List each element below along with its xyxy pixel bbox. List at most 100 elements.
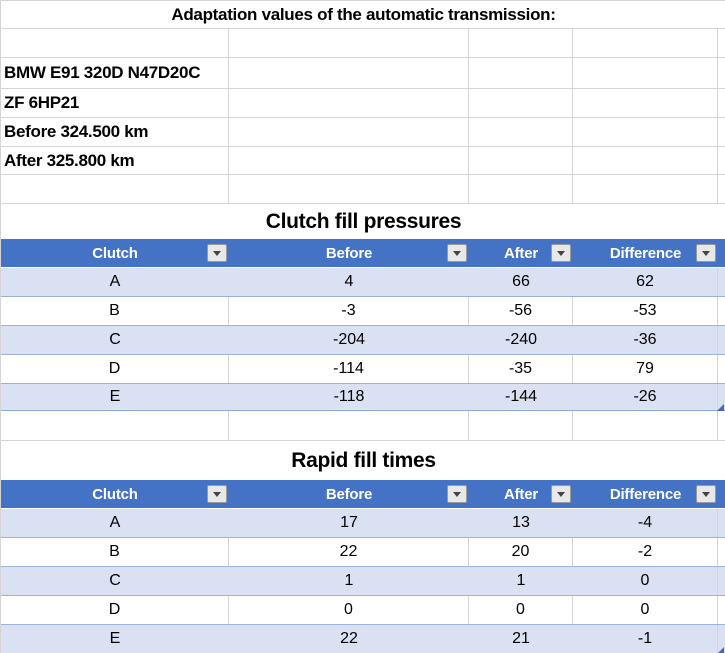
- table-cell[interactable]: 0: [573, 596, 718, 624]
- column-header-before[interactable]: Before: [229, 480, 469, 508]
- empty-cell[interactable]: [469, 58, 573, 88]
- empty-cell: [718, 29, 725, 57]
- empty-cell[interactable]: [229, 147, 469, 174]
- table-title-clutch-fill-pressures[interactable]: Clutch fill pressures: [265, 209, 462, 233]
- empty-cell[interactable]: [573, 411, 718, 440]
- info-cell-before-km[interactable]: Before 324.500 km: [1, 118, 229, 146]
- table-cell[interactable]: A: [109, 273, 121, 290]
- table-cell[interactable]: E: [109, 630, 121, 647]
- filter-button[interactable]: [696, 244, 716, 262]
- table-cell[interactable]: 20: [469, 538, 573, 566]
- table-cell[interactable]: -204: [332, 331, 366, 348]
- table-cell[interactable]: 13: [512, 514, 530, 531]
- table-cell[interactable]: 62: [573, 268, 718, 296]
- cutoff-column-cell: [718, 596, 725, 624]
- filter-dropdown-icon: [213, 492, 221, 497]
- table-cell[interactable]: -240: [504, 331, 538, 348]
- empty-cell[interactable]: [229, 118, 469, 146]
- table-cell[interactable]: 0: [229, 596, 469, 624]
- empty-cell[interactable]: [229, 175, 469, 203]
- table-cell[interactable]: C: [109, 331, 121, 348]
- column-header-difference[interactable]: Difference: [573, 239, 718, 267]
- table-cell[interactable]: 22: [229, 538, 469, 566]
- table-cell[interactable]: -56: [469, 297, 573, 325]
- empty-cell[interactable]: [1, 29, 229, 57]
- empty-cell: [718, 58, 725, 88]
- empty-cell[interactable]: [229, 411, 469, 440]
- filter-button[interactable]: [551, 244, 571, 262]
- table-cell[interactable]: B: [1, 538, 229, 566]
- empty-cell[interactable]: [573, 89, 718, 117]
- table-cell[interactable]: 0: [573, 567, 718, 595]
- empty-cell[interactable]: [469, 175, 573, 203]
- table-cell[interactable]: -144: [504, 388, 538, 405]
- table-cell[interactable]: -35: [469, 355, 573, 383]
- empty-cell[interactable]: [573, 29, 718, 57]
- empty-cell[interactable]: [469, 89, 573, 117]
- empty-cell[interactable]: [469, 147, 573, 174]
- empty-cell[interactable]: [229, 29, 469, 57]
- filter-button[interactable]: [447, 244, 467, 262]
- table-cell[interactable]: -4: [573, 509, 718, 537]
- filter-dropdown-icon: [557, 251, 565, 256]
- empty-cell[interactable]: [229, 89, 469, 117]
- info-cell-transmission[interactable]: ZF 6HP21: [1, 89, 229, 117]
- table-cell[interactable]: 22: [340, 630, 358, 647]
- table-cell[interactable]: 66: [512, 273, 530, 290]
- empty-cell[interactable]: [573, 175, 718, 203]
- table-cell[interactable]: B: [1, 297, 229, 325]
- column-header-clutch[interactable]: Clutch: [1, 480, 229, 508]
- empty-cell[interactable]: [573, 147, 718, 174]
- table-resize-handle[interactable]: [717, 647, 724, 653]
- table-cell[interactable]: C: [109, 572, 121, 589]
- table-cell[interactable]: -36: [573, 326, 718, 354]
- filter-button[interactable]: [447, 485, 467, 503]
- filter-button[interactable]: [207, 244, 227, 262]
- empty-cell[interactable]: [573, 118, 718, 146]
- table-cell[interactable]: D: [1, 596, 229, 624]
- column-header-difference[interactable]: Difference: [573, 480, 718, 508]
- filter-button[interactable]: [551, 485, 571, 503]
- filter-button[interactable]: [696, 485, 716, 503]
- table-cell[interactable]: E: [109, 388, 121, 405]
- empty-cell[interactable]: [1, 175, 229, 203]
- table-cell[interactable]: -53: [573, 297, 718, 325]
- column-header-label: After: [503, 485, 538, 503]
- info-cell-after-km[interactable]: After 325.800 km: [1, 147, 229, 174]
- table-cell[interactable]: D: [1, 355, 229, 383]
- table-cell[interactable]: 4: [344, 273, 354, 290]
- column-header-after[interactable]: After: [469, 239, 573, 267]
- table-cell[interactable]: -3: [229, 297, 469, 325]
- table-cell[interactable]: 0: [469, 596, 573, 624]
- empty-cell[interactable]: [1, 411, 229, 440]
- filter-button[interactable]: [207, 485, 227, 503]
- table-title-rapid-fill-times[interactable]: Rapid fill times: [291, 448, 436, 472]
- table-title-row: Clutch fill pressures: [1, 204, 725, 239]
- empty-cell[interactable]: [229, 58, 469, 88]
- empty-cell[interactable]: [469, 118, 573, 146]
- empty-cell[interactable]: [573, 58, 718, 88]
- column-header-after[interactable]: After: [469, 480, 573, 508]
- empty-cell[interactable]: [469, 411, 573, 440]
- table-cell[interactable]: 79: [573, 355, 718, 383]
- table-cell[interactable]: -118: [333, 388, 365, 405]
- table-cell[interactable]: A: [109, 514, 121, 531]
- table-cell[interactable]: 1: [516, 572, 526, 589]
- column-header-before[interactable]: Before: [229, 239, 469, 267]
- table-resize-handle[interactable]: [717, 404, 724, 411]
- info-cell-vehicle[interactable]: BMW E91 320D N47D20C: [1, 58, 229, 88]
- table-cell[interactable]: -114: [229, 355, 469, 383]
- empty-cell[interactable]: [469, 29, 573, 57]
- table-cell[interactable]: -1: [573, 625, 718, 653]
- filter-dropdown-icon: [557, 492, 565, 497]
- table-cell[interactable]: 21: [512, 630, 530, 647]
- cutoff-column-cell: [718, 268, 725, 296]
- table-cell[interactable]: 17: [340, 514, 358, 531]
- sheet-title-cell[interactable]: Adaptation values of the automatic trans…: [171, 4, 556, 24]
- table-row: A 4 66 62: [1, 268, 725, 297]
- table-cell[interactable]: 1: [344, 572, 354, 589]
- table-cell[interactable]: -26: [573, 384, 718, 410]
- table-cell[interactable]: -2: [573, 538, 718, 566]
- column-header-clutch[interactable]: Clutch: [1, 239, 229, 267]
